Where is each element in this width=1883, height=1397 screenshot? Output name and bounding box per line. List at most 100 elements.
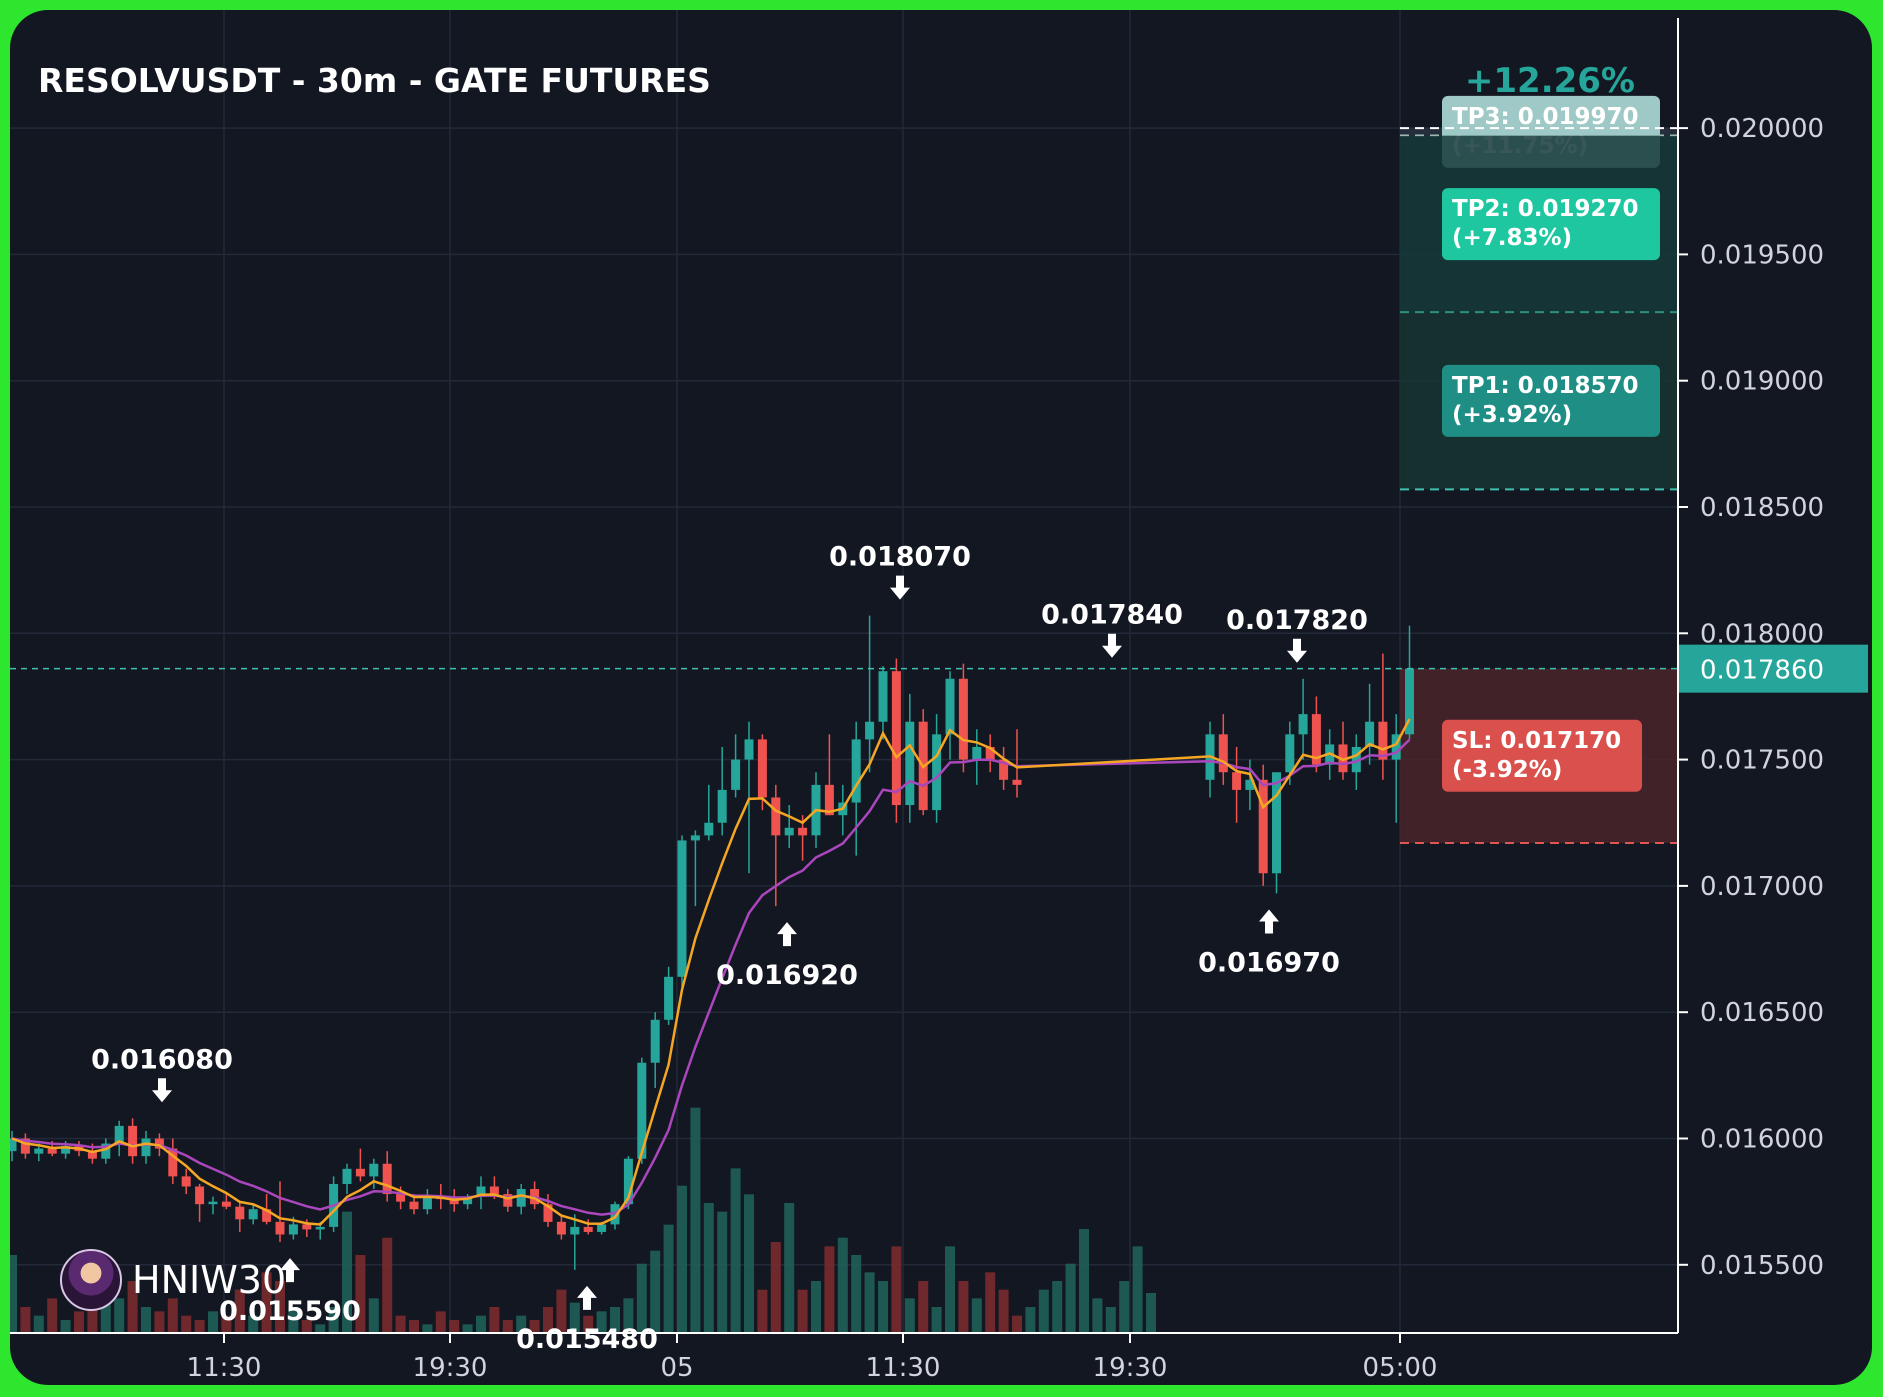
candle-body [1245, 779, 1255, 790]
candle-body [623, 1158, 633, 1205]
candle-body [1351, 746, 1361, 773]
candle-body [489, 1186, 499, 1195]
annotation-label: 0.016970 [1198, 947, 1340, 978]
brand-name: HNIW30 [132, 1258, 287, 1302]
volume-bar [328, 1307, 339, 1333]
candle-body [704, 822, 714, 836]
candle-body [677, 840, 687, 977]
volume-bar [248, 1315, 259, 1333]
candle-body [637, 1062, 647, 1159]
volume-bar [677, 1185, 687, 1333]
candle-body [235, 1206, 245, 1220]
down-arrow-icon [890, 575, 910, 600]
target-box-sl [1442, 719, 1642, 792]
volume-bar [368, 1298, 379, 1333]
volume-bar [382, 1237, 393, 1333]
up-arrow-icon [1259, 909, 1279, 934]
volume-bar [395, 1315, 406, 1333]
candle-body [1232, 772, 1242, 790]
candle-body [1378, 721, 1388, 760]
volume-bar [569, 1302, 580, 1333]
candle-body [744, 739, 754, 760]
annotation-label: 0.016080 [91, 1044, 233, 1075]
x-tick-label: 05 [660, 1353, 693, 1383]
candle-body [315, 1226, 325, 1230]
candle-body [1272, 772, 1281, 874]
target-label-tp1: TP1: 0.018570 [1452, 373, 1639, 399]
price-annotations: 0.017860 0.016080 0.015590 0.015480 0.018070… [10, 542, 1868, 1355]
x-tick-label: 05:00 [1363, 1353, 1438, 1383]
volume-bar [529, 1320, 540, 1333]
volume-bar [650, 1250, 661, 1333]
candle-body [1365, 721, 1375, 747]
candle-body [34, 1148, 44, 1154]
volume-bar [757, 1289, 768, 1333]
annotation-label: 0.016920 [716, 960, 858, 991]
volume-bar [1038, 1289, 1049, 1333]
volume-bar [60, 1320, 71, 1333]
candle-body [355, 1168, 365, 1177]
volume-bar [1065, 1263, 1076, 1333]
candle-body [985, 746, 995, 760]
candle-body [503, 1194, 513, 1207]
candle-body [516, 1189, 526, 1207]
candle-body [262, 1209, 272, 1222]
volume-bar [194, 1320, 205, 1333]
volume-bar [703, 1203, 714, 1333]
candle-body [1391, 734, 1401, 760]
current-price-tag [1678, 644, 1868, 693]
grid-lines [10, 10, 1678, 1333]
volume-bar [181, 1315, 192, 1333]
volume-bar [154, 1311, 165, 1333]
brand: HNIW30 [60, 1248, 286, 1312]
candle-body [181, 1176, 191, 1187]
candle-body [61, 1146, 71, 1154]
candle-body [664, 976, 674, 1020]
candlesticks [10, 615, 1414, 1270]
volume-bar [610, 1307, 620, 1333]
candle-body [958, 678, 968, 760]
candle-body [141, 1138, 151, 1157]
volume-bar [409, 1320, 419, 1333]
volume-bar [74, 1311, 84, 1333]
volume-bar [744, 1194, 754, 1333]
candle-body [891, 671, 901, 806]
candle-body [168, 1148, 178, 1177]
candle-body [87, 1151, 97, 1159]
volume-bar [355, 1255, 366, 1333]
candle-body [1258, 779, 1268, 874]
candle-body [275, 1221, 285, 1235]
volume-bar [663, 1224, 674, 1333]
candle-body [382, 1163, 392, 1195]
x-tick-label: 11:30 [187, 1353, 262, 1383]
candle-body [610, 1204, 620, 1225]
candle-body [248, 1209, 258, 1220]
up-arrow-icon [577, 1285, 597, 1310]
volume-bar [918, 1281, 929, 1333]
y-tick-label: 0.015500 [1700, 1251, 1824, 1281]
candle-body [784, 827, 794, 836]
annotation-label: 0.017840 [1041, 600, 1183, 631]
candle-body [865, 721, 875, 740]
target-label-sl: SL: 0.017170 [1452, 728, 1621, 754]
candle-body [905, 721, 915, 806]
candle-body [878, 671, 888, 722]
volume-bar [342, 1211, 352, 1333]
candle-body [570, 1226, 580, 1235]
volume-bar [797, 1289, 808, 1333]
x-tick-label: 19:30 [413, 1353, 488, 1383]
volume-bar [1105, 1307, 1116, 1333]
volume-bar [516, 1315, 527, 1333]
current-price-label: 0.017860 [1700, 656, 1824, 686]
candle-body [449, 1199, 459, 1205]
volume-bar [10, 1255, 17, 1333]
volume-bar [208, 1311, 218, 1333]
candle-body [208, 1201, 218, 1205]
candle-body [195, 1186, 205, 1205]
candle-body [114, 1125, 124, 1144]
candle-body [47, 1148, 57, 1154]
candle-body [972, 746, 982, 760]
volume-bar [489, 1307, 500, 1333]
volume-bar [717, 1211, 728, 1333]
volume-bar [1025, 1307, 1036, 1333]
